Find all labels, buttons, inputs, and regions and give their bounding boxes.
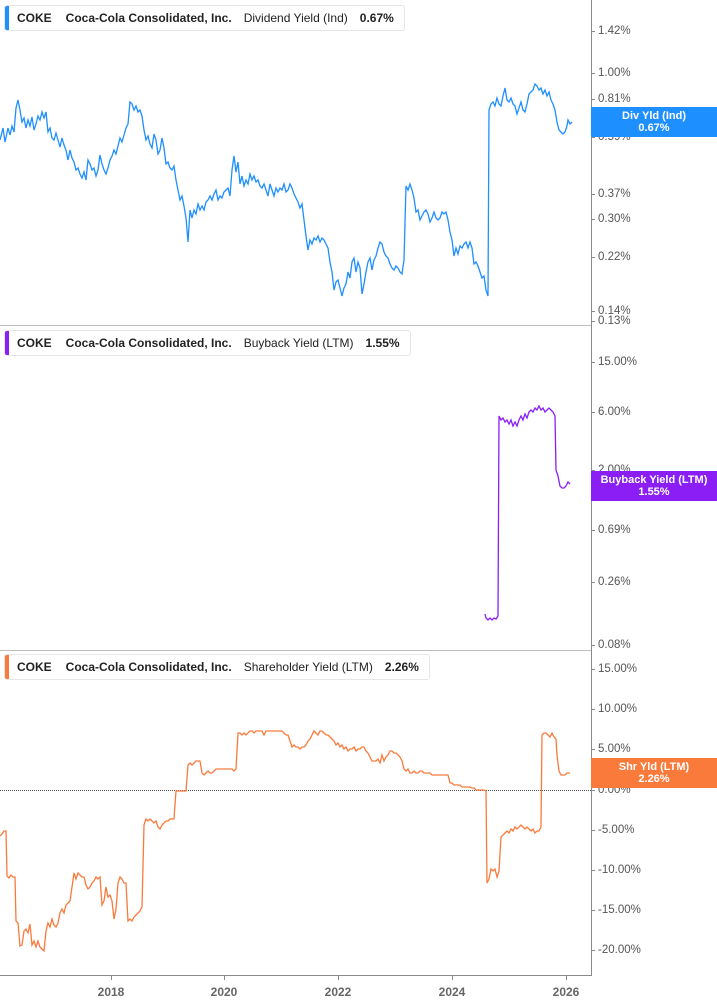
tag-label: Div Yld (Ind) (622, 110, 686, 122)
legend-ticker: COKE (17, 660, 52, 674)
y-tick-label: -15.00% (598, 904, 641, 916)
x-tick (224, 975, 225, 980)
legend-color-swatch (5, 655, 9, 679)
tag-value: 2.26% (638, 773, 670, 785)
shareholder-yield-legend[interactable]: COKE Coca-Cola Consolidated, Inc. Shareh… (4, 654, 430, 680)
tag-value: 1.55% (638, 486, 670, 498)
y-tick-label: 15.00% (598, 356, 638, 368)
y-tick-label: 0.13% (598, 315, 631, 327)
tag-value: 0.67% (638, 122, 670, 134)
x-tick (338, 975, 339, 980)
y-tick (591, 194, 595, 195)
y-tick-label: 0.14% (598, 305, 631, 317)
pane-divider[interactable] (0, 325, 591, 326)
buyback-yield-price-tag: Buyback Yield (LTM) 1.55% (591, 471, 717, 501)
legend-value: 0.67% (359, 11, 394, 25)
pane-divider[interactable] (0, 650, 591, 651)
y-tick-label: 0.22% (598, 251, 631, 263)
y-tick (591, 530, 595, 531)
y-tick (591, 99, 595, 100)
y-tick-label: 1.00% (598, 67, 631, 79)
legend-company: Coca-Cola Consolidated, Inc. (65, 11, 232, 25)
y-tick (591, 73, 595, 74)
legend-value: 1.55% (365, 336, 400, 350)
y-tick (591, 669, 595, 670)
zero-reference-line (0, 790, 591, 791)
y-tick (591, 311, 595, 312)
shareholder-yield-price-tag: Shr Yld (LTM) 2.26% (591, 758, 717, 788)
y-tick (591, 257, 595, 258)
legend-metric: Shareholder Yield (LTM) (243, 660, 373, 674)
y-tick-label: 10.00% (598, 703, 638, 715)
tag-label: Buyback Yield (LTM) (600, 474, 708, 486)
y-tick-label: 6.00% (598, 406, 631, 418)
y-tick (591, 137, 595, 138)
buyback-yield-line (484, 404, 571, 621)
y-tick-label: 0.26% (598, 576, 631, 588)
y-tick-label: 0.69% (598, 524, 631, 536)
y-tick (591, 645, 595, 646)
legend-metric: Dividend Yield (Ind) (243, 11, 348, 25)
y-tick (591, 910, 595, 911)
dividend-yield-pane: COKE Coca-Cola Consolidated, Inc. Divide… (0, 0, 591, 325)
y-tick (591, 790, 595, 791)
y-tick-label: 15.00% (598, 663, 638, 675)
x-tick-label: 2022 (324, 985, 352, 999)
y-tick (591, 219, 595, 220)
x-tick-label: 2020 (210, 985, 238, 999)
shareholder-yield-pane: COKE Coca-Cola Consolidated, Inc. Shareh… (0, 651, 591, 975)
y-tick (591, 870, 595, 871)
x-tick-label: 2024 (438, 985, 466, 999)
legend-company: Coca-Cola Consolidated, Inc. (65, 660, 232, 674)
legend-color-swatch (5, 6, 9, 30)
y-tick (591, 31, 595, 32)
y-tick-label: 0.37% (598, 188, 631, 200)
shareholder-yield-line (0, 729, 570, 953)
legend-ticker: COKE (17, 336, 52, 350)
legend-color-swatch (5, 331, 9, 355)
dividend-yield-line (0, 82, 573, 297)
y-tick (591, 321, 595, 322)
dividend-yield-price-tag: Div Yld (Ind) 0.67% (591, 107, 717, 137)
y-tick (591, 412, 595, 413)
y-tick-label: 0.30% (598, 213, 631, 225)
y-tick-label: -20.00% (598, 944, 641, 956)
y-tick (591, 470, 595, 471)
y-tick (591, 582, 595, 583)
y-tick (591, 830, 595, 831)
y-tick-label: 5.00% (598, 743, 631, 755)
buyback-yield-pane: COKE Coca-Cola Consolidated, Inc. Buybac… (0, 326, 591, 650)
x-tick (111, 975, 112, 980)
legend-ticker: COKE (17, 11, 52, 25)
dividend-yield-legend[interactable]: COKE Coca-Cola Consolidated, Inc. Divide… (4, 5, 405, 31)
tag-label: Shr Yld (LTM) (618, 761, 690, 773)
y-tick (591, 950, 595, 951)
y-tick-label: 0.08% (598, 639, 631, 651)
x-tick-label: 2018 (97, 985, 125, 999)
y-tick-label: -5.00% (598, 824, 635, 836)
y-tick-label: -10.00% (598, 864, 641, 876)
legend-company: Coca-Cola Consolidated, Inc. (65, 336, 232, 350)
y-tick-label: 1.42% (598, 25, 631, 37)
y-tick-label: 0.81% (598, 93, 631, 105)
legend-metric: Buyback Yield (LTM) (243, 336, 354, 350)
x-tick (452, 975, 453, 980)
x-tick-label: 2026 (552, 985, 580, 999)
x-axis-line (0, 975, 592, 976)
y-tick (591, 709, 595, 710)
y-tick (591, 362, 595, 363)
buyback-yield-legend[interactable]: COKE Coca-Cola Consolidated, Inc. Buybac… (4, 330, 411, 356)
legend-value: 2.26% (384, 660, 419, 674)
x-tick (566, 975, 567, 980)
y-tick (591, 749, 595, 750)
